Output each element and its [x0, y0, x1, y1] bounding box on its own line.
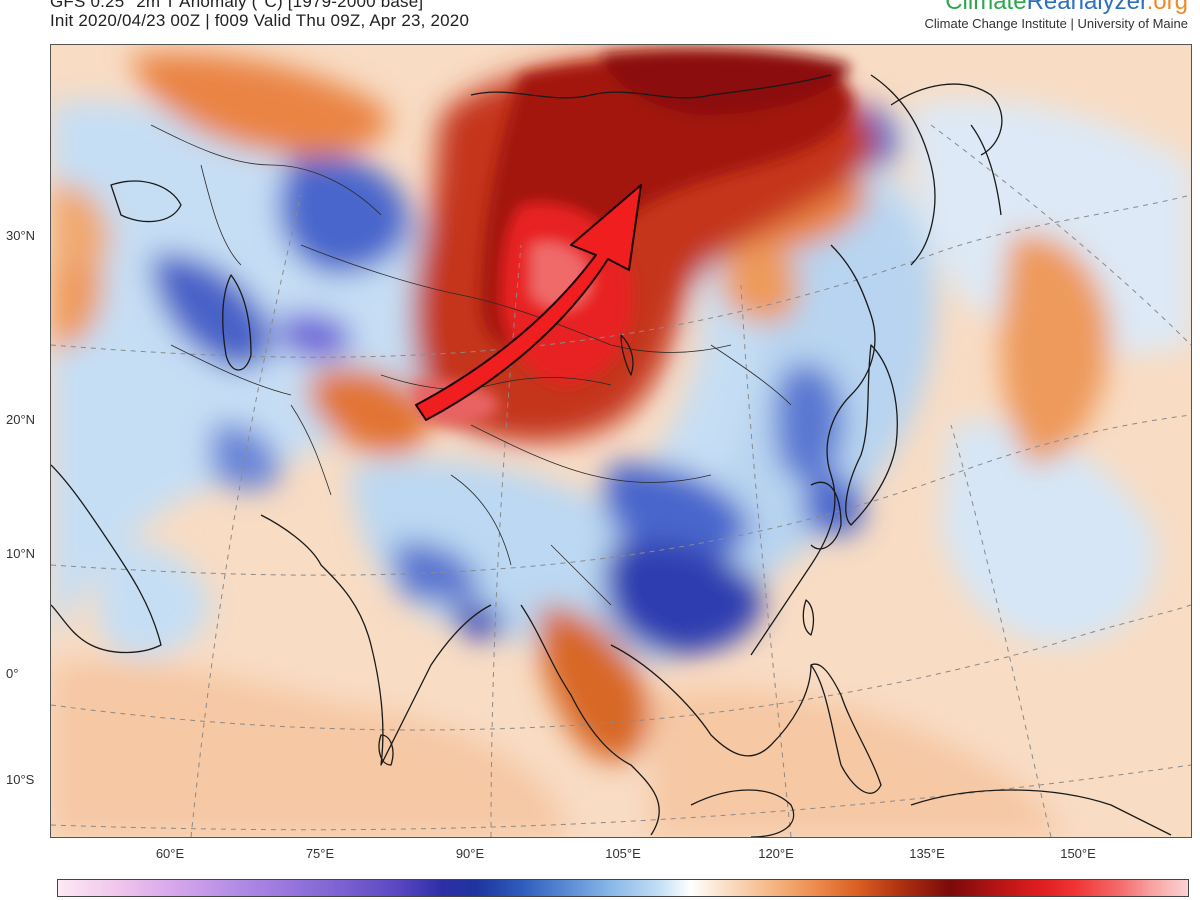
lon-label-120e: 120°E — [758, 846, 794, 861]
color-scale-bar — [57, 879, 1189, 897]
lat-label-20n: 20°N — [6, 412, 36, 427]
brand-name-part-2: Reanalyzer — [1026, 0, 1147, 15]
lon-label-90e: 90°E — [455, 846, 485, 861]
lon-label-75e: 75°E — [305, 846, 335, 861]
lon-label-150e: 150°E — [1060, 846, 1096, 861]
map-subtitle-init-valid: Init 2020/04/23 00Z | f009 Valid Thu 09Z… — [50, 11, 470, 30]
coastlines — [51, 74, 1172, 837]
lat-label-30n: 30°N — [6, 228, 36, 243]
anomaly-map — [50, 44, 1192, 838]
lat-label-10n: 10°N — [6, 546, 36, 561]
map-title: GFS 0.25° 2m T Anomaly (°C) [1979-2000 b… — [50, 0, 424, 11]
lon-label-105e: 105°E — [605, 846, 641, 861]
warm-flow-arrow — [415, 184, 642, 421]
lat-label-10s: 10°S — [6, 772, 35, 787]
political-borders — [150, 124, 792, 606]
brand-affiliation: Climate Change Institute | University of… — [924, 16, 1189, 31]
lat-label-0: 0° — [6, 666, 19, 681]
brand-name-part-1: Climate — [945, 0, 1027, 15]
brand-name-part-3: .org — [1146, 0, 1188, 15]
anomaly-map-canvas — [51, 45, 1191, 837]
lon-label-135e: 135°E — [909, 846, 945, 861]
lon-label-60e: 60°E — [155, 846, 185, 861]
brand-logo-text[interactable]: ClimateReanalyzer.org — [945, 0, 1188, 16]
